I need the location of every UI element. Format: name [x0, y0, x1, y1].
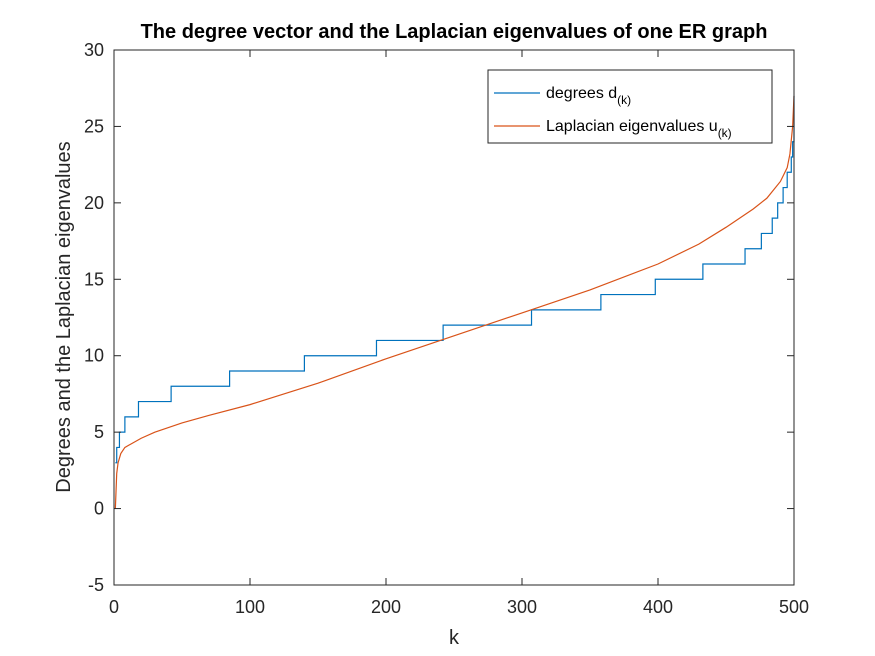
x-axis-label: k — [449, 627, 460, 649]
x-tick-label: 100 — [235, 597, 265, 617]
y-axis-label: Degrees and the Laplacian eigenvalues — [53, 141, 75, 492]
y-tick-label: -5 — [88, 575, 104, 595]
x-tick-label: 400 — [643, 597, 673, 617]
chart-title: The degree vector and the Laplacian eige… — [141, 21, 768, 43]
axes-box — [113, 49, 795, 586]
x-ticks: 0 100 200 300 400 500 — [109, 50, 809, 617]
y-tick-label: 5 — [94, 422, 104, 442]
y-tick-label: 10 — [84, 346, 104, 366]
y-tick-label: 30 — [84, 40, 104, 60]
series-layer — [114, 95, 795, 509]
y-tick-label: 0 — [94, 499, 104, 519]
y-tick-label: 25 — [84, 116, 104, 136]
x-tick-label: 0 — [109, 597, 119, 617]
y-ticks: -5 0 5 10 15 20 25 30 — [84, 40, 794, 595]
legend-label-degrees: degrees d(k) — [546, 85, 631, 107]
legend-label-eigenvalues: Laplacian eigenvalues u(k) — [546, 118, 732, 140]
series-line-eigenvalues — [114, 95, 795, 509]
series-line-degrees — [115, 95, 795, 464]
x-tick-label: 500 — [779, 597, 809, 617]
y-tick-label: 15 — [84, 269, 104, 289]
x-tick-label: 200 — [371, 597, 401, 617]
legend-box — [487, 69, 773, 144]
legend: degrees d(k) Laplacian eigenvalues u(k) — [487, 69, 773, 144]
y-tick-label: 20 — [84, 193, 104, 213]
x-tick-label: 300 — [507, 597, 537, 617]
